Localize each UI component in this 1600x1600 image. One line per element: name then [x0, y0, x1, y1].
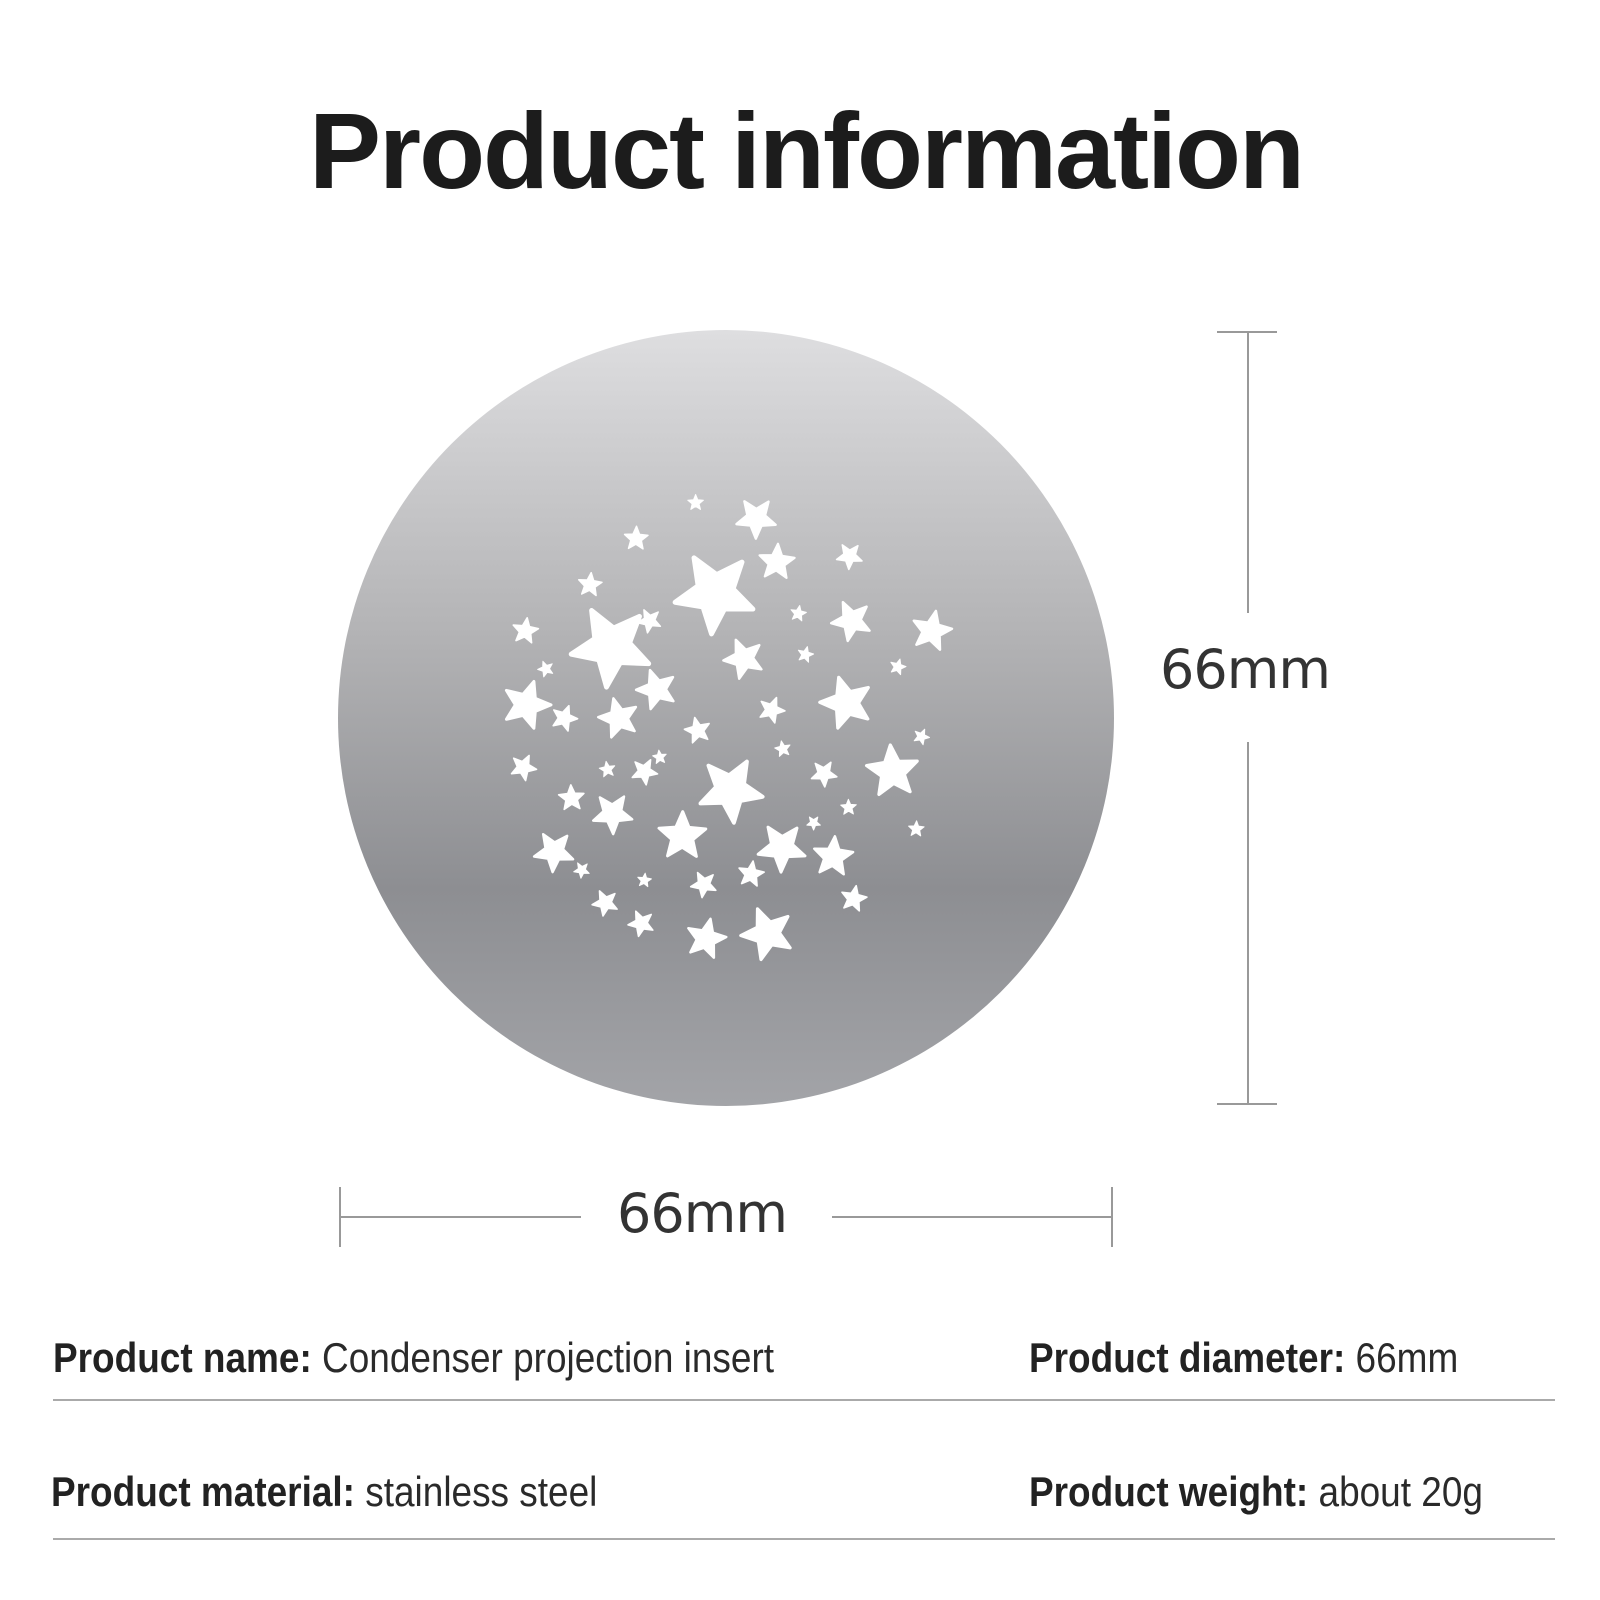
star-cutout-icon — [912, 609, 954, 651]
star-cutout-icon — [810, 761, 838, 788]
star-cutout-icon — [687, 917, 728, 959]
star-cutout-icon — [806, 816, 821, 831]
star-cutout-icon — [577, 571, 603, 597]
height-dimension-label: 66mm — [1160, 638, 1331, 701]
star-cutout-icon — [698, 759, 765, 825]
star-cutout-icon — [557, 784, 585, 811]
star-cutout-icon — [532, 832, 575, 874]
star-cutout-icon — [636, 609, 662, 634]
spec-label: Product material: — [51, 1468, 355, 1515]
spec-product-material: Product material: stainless steel — [51, 1468, 597, 1516]
star-cutout-icon — [631, 758, 659, 786]
star-cutout-icon — [739, 907, 792, 962]
star-cutout-icon — [573, 862, 590, 879]
star-cutout-icon — [591, 795, 634, 836]
star-cutout-icon — [672, 555, 756, 637]
spec-label: Product weight: — [1029, 1468, 1309, 1515]
star-cutout-icon — [756, 825, 807, 874]
width-dimension-label: 66mm — [617, 1182, 788, 1245]
star-cutout-icon — [840, 798, 857, 815]
star-cutout-icon — [864, 743, 919, 797]
star-cutout-icon — [797, 646, 815, 663]
spec-product-diameter: Product diameter: 66mm — [1029, 1334, 1458, 1382]
star-cutout-icon — [735, 500, 777, 540]
star-cutout-icon — [657, 810, 708, 858]
width-dimension-line-left — [339, 1216, 581, 1218]
star-cutout-icon — [512, 616, 540, 644]
star-cutout-icon — [689, 871, 717, 899]
star-cutout-icon — [829, 600, 871, 643]
spec-value: 66mm — [1355, 1334, 1459, 1381]
page-title: Product information — [309, 90, 1305, 211]
star-cutout-icon — [908, 820, 925, 837]
star-cutout-icon — [913, 728, 930, 746]
star-cutout-icon — [812, 835, 855, 876]
star-cutout-icon — [790, 605, 807, 622]
spec-value: stainless steel — [365, 1468, 598, 1515]
star-cutout-icon — [841, 884, 868, 912]
star-cutout-icon — [683, 716, 710, 744]
star-cutout-icon — [591, 890, 618, 917]
height-dimension-bottom-tick — [1217, 1103, 1277, 1105]
divider — [53, 1399, 1555, 1401]
star-cutout-icon — [652, 749, 667, 764]
spec-label: Product diameter: — [1029, 1334, 1346, 1381]
star-cutout-icon — [738, 860, 766, 887]
star-cutout-icon — [637, 872, 652, 888]
width-dimension-right-tick — [1111, 1187, 1113, 1247]
projection-insert-disc — [338, 330, 1114, 1106]
star-cutout-icon — [890, 658, 907, 676]
spec-product-name: Product name: Condenser projection inser… — [53, 1334, 774, 1382]
divider — [53, 1538, 1555, 1540]
star-cutout-icon — [598, 760, 616, 778]
spec-value: Condenser projection insert — [322, 1334, 775, 1381]
spec-value: about 20g — [1318, 1468, 1483, 1515]
star-cutout-icon — [634, 668, 675, 711]
disc-body — [338, 330, 1114, 1106]
star-cutout-icon — [759, 696, 786, 724]
star-cutout-icon — [687, 494, 704, 510]
star-cutout-icon — [627, 910, 654, 938]
height-dimension-line-top — [1247, 331, 1249, 613]
star-cutout-icon — [568, 608, 652, 690]
star-cutout-icon — [623, 525, 649, 550]
star-cutout-icon — [818, 675, 870, 730]
star-cutout-icon — [504, 679, 553, 730]
star-cutout-icon — [552, 704, 579, 732]
width-dimension-line-right — [832, 1216, 1112, 1218]
star-cutout-icon — [835, 544, 863, 571]
height-dimension-line-bottom — [1247, 742, 1249, 1104]
star-cutout-icon — [537, 660, 554, 678]
spec-product-weight: Product weight: about 20g — [1029, 1468, 1483, 1516]
star-cutout-icon — [774, 740, 791, 757]
star-cutout-icon — [510, 754, 538, 782]
star-cutout-icon — [722, 638, 763, 680]
star-cutout-icon — [596, 697, 638, 739]
spec-label: Product name: — [53, 1334, 312, 1381]
star-cutout-icon — [758, 542, 796, 580]
